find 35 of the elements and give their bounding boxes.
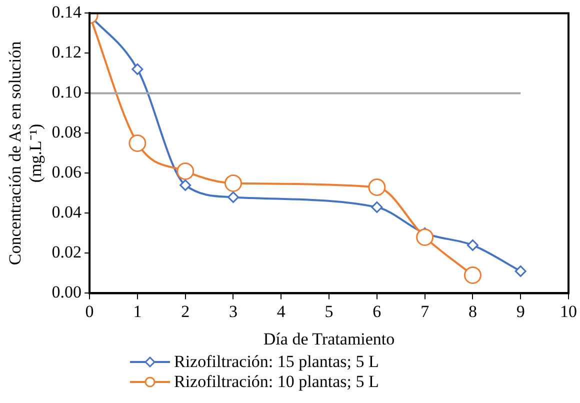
x-tick-label: 6 (372, 302, 382, 321)
point (371, 201, 383, 213)
x-tick-label: 3 (228, 302, 238, 321)
y-tick-label: 0.00 (52, 282, 82, 302)
point (368, 178, 386, 196)
y-tick-label: 0.14 (52, 2, 82, 22)
legend-label: Rizofiltración: 10 plantas; 5 L (174, 372, 379, 392)
y-tick-label: 0.04 (52, 202, 82, 222)
x-tick-label: 1 (133, 302, 142, 321)
point (128, 134, 146, 152)
point (132, 63, 144, 75)
x-tick-label: 0 (85, 302, 94, 321)
x-tick-label: 10 (560, 302, 577, 321)
point (224, 174, 242, 192)
point (464, 266, 482, 284)
x-tick-label: 5 (324, 302, 334, 321)
x-tick-label: 9 (516, 302, 525, 321)
x-axis-title: Día de Tratamiento (263, 329, 395, 348)
y-tick-label: 0.12 (52, 42, 82, 62)
y-tick-label: 0.08 (52, 122, 82, 142)
x-tick-label: 2 (181, 302, 190, 321)
y-axis-title: Concentración de As en solución (mg.L⁻¹) (6, 40, 46, 266)
y-tick-label: 0.02 (52, 242, 82, 262)
x-tick-label: 8 (468, 302, 477, 321)
y-tick-label: 0.10 (52, 82, 82, 102)
y-tick-label: 0.06 (52, 162, 82, 182)
x-tick-label: 7 (420, 302, 430, 321)
point (466, 239, 478, 251)
point (227, 191, 239, 203)
point (176, 162, 194, 180)
x-tick-label: 4 (276, 302, 286, 321)
legend-label: Rizofiltración: 15 plantas; 5 L (174, 352, 379, 372)
point (514, 265, 526, 277)
point (416, 228, 434, 246)
point (180, 179, 192, 191)
